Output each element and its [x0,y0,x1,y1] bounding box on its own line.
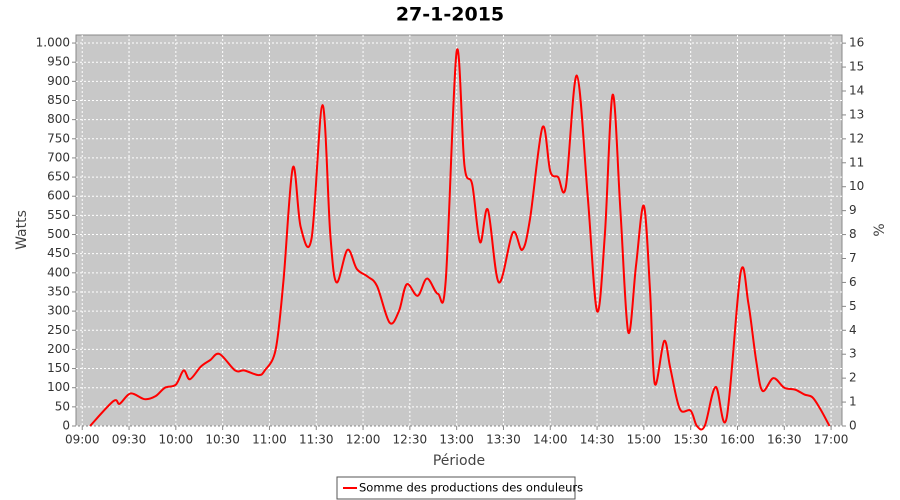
y-tick-label: 400 [47,265,70,279]
legend-label: Somme des productions des onduleurs [359,481,583,495]
y2-tick-label: 7 [849,251,857,265]
y-tick-label: 800 [47,112,70,126]
y2-tick-label: 11 [849,155,864,169]
x-tick-label: 12:30 [393,433,428,447]
x-tick-label: 14:00 [533,433,568,447]
x-axis-label: Période [433,453,485,469]
x-tick-label: 15:00 [627,433,662,447]
y-tick-label: 450 [47,246,70,260]
y2-tick-label: 14 [849,83,864,97]
x-tick-label: 11:00 [252,433,287,447]
y-tick-label: 0 [62,419,70,433]
y2-tick-label: 10 [849,179,864,193]
y2-tick-label: 13 [849,107,864,121]
plot-area [75,34,843,427]
y-tick-label: 950 [47,55,70,69]
x-tick-label: 11:30 [299,433,334,447]
y2-tick-label: 1 [849,395,857,409]
y2-tick-label: 6 [849,275,857,289]
y-tick-label: 250 [47,323,70,337]
x-tick-label: 09:30 [112,433,147,447]
x-tick-label: 10:00 [159,433,194,447]
y2-axis-label: % [872,223,888,236]
x-tick-label: 12:00 [346,433,381,447]
x-tick-label: 13:00 [439,433,474,447]
x-tick-label: 10:30 [205,433,240,447]
y2-tick-label: 16 [849,36,864,50]
y2-tick-label: 15 [849,60,864,74]
y-tick-label: 700 [47,150,70,164]
y2-tick-label: 4 [849,323,857,337]
y-tick-label: 1.000 [36,36,70,50]
y-axis-label: Watts [14,210,30,250]
y2-tick-label: 5 [849,299,857,313]
y-tick-label: 900 [47,74,70,88]
y2-tick-label: 9 [849,203,857,217]
y2-tick-label: 2 [849,371,857,385]
y-tick-label: 350 [47,284,70,298]
x-tick-label: 17:00 [814,433,849,447]
y-tick-label: 300 [47,304,70,318]
x-tick-label: 15:30 [673,433,708,447]
y-tick-label: 100 [47,380,70,394]
y2-tick-label: 3 [849,347,857,361]
x-tick-label: 14:30 [580,433,615,447]
y-tick-label: 50 [55,399,70,413]
x-tick-label: 16:00 [720,433,755,447]
y2-tick-label: 0 [849,419,857,433]
x-tick-label: 16:30 [767,433,802,447]
y-tick-label: 850 [47,93,70,107]
y-tick-label: 550 [47,208,70,222]
chart-title: 27-1-2015 [396,4,504,26]
y-tick-label: 650 [47,170,70,184]
data-line [89,48,831,431]
y-tick-label: 150 [47,361,70,375]
y-tick-label: 200 [47,342,70,356]
y2-tick-label: 8 [849,227,857,241]
y2-tick-label: 12 [849,131,864,145]
x-tick-label: 09:00 [65,433,100,447]
y-tick-label: 600 [47,189,70,203]
legend-box [336,476,576,500]
x-tick-label: 13:30 [486,433,521,447]
y-tick-label: 750 [47,131,70,145]
y-tick-label: 500 [47,227,70,241]
